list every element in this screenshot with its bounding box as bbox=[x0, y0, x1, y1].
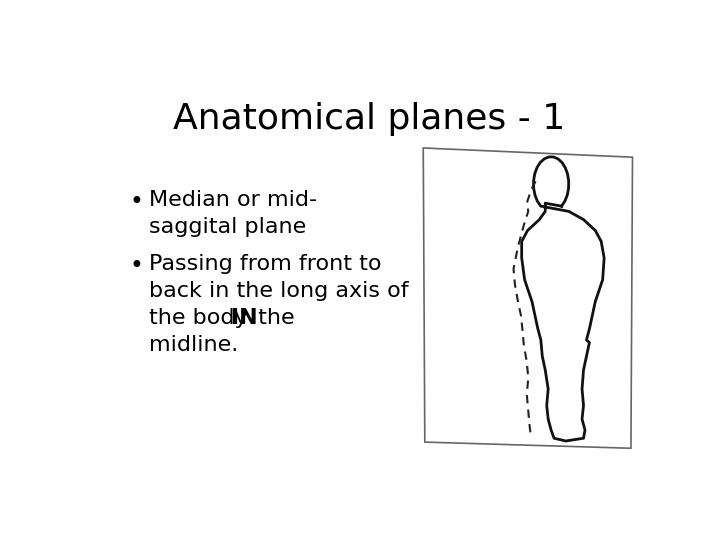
Text: •: • bbox=[129, 190, 143, 213]
Text: •: • bbox=[129, 254, 143, 278]
Text: midline.: midline. bbox=[148, 335, 238, 355]
Text: Passing from front to: Passing from front to bbox=[148, 254, 381, 274]
Polygon shape bbox=[423, 148, 632, 448]
Text: the: the bbox=[251, 308, 294, 328]
Text: saggital plane: saggital plane bbox=[148, 217, 306, 237]
Text: IN: IN bbox=[230, 308, 257, 328]
Text: Anatomical planes - 1: Anatomical planes - 1 bbox=[173, 102, 565, 136]
Polygon shape bbox=[522, 157, 604, 441]
Text: the body: the body bbox=[148, 308, 254, 328]
Text: Median or mid-: Median or mid- bbox=[148, 190, 317, 210]
Text: back in the long axis of: back in the long axis of bbox=[148, 281, 408, 301]
